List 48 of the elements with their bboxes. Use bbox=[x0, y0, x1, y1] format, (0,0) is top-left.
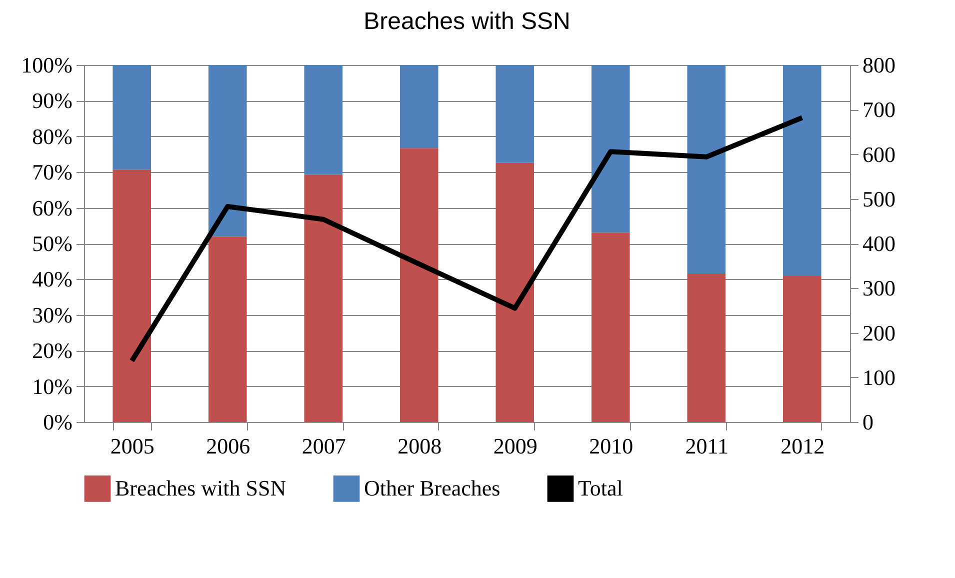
y2-tick-label: 100 bbox=[862, 364, 896, 390]
y-tick-label: 70% bbox=[32, 160, 72, 185]
x-tick-label: 2007 bbox=[302, 434, 346, 458]
bar bbox=[112, 170, 152, 422]
bar bbox=[496, 65, 534, 163]
y-tick-label: 20% bbox=[32, 338, 72, 364]
legend-label: Breaches with SSN bbox=[115, 476, 286, 501]
y-tick-label: 100% bbox=[21, 52, 72, 78]
bar bbox=[304, 174, 343, 422]
bar bbox=[400, 148, 438, 422]
y-tick-label: 0% bbox=[43, 410, 72, 434]
x-tick-label: 2012 bbox=[780, 434, 825, 458]
chart-title: Breaches with SSN bbox=[364, 8, 570, 35]
bar bbox=[112, 65, 152, 170]
y2-tick-label: 400 bbox=[862, 231, 896, 256]
x-tick-label: 2009 bbox=[493, 434, 538, 458]
y2-tick-label: 700 bbox=[862, 97, 896, 122]
legend-label: Total bbox=[578, 476, 623, 501]
y2-tick-label: 0 bbox=[862, 410, 874, 434]
bar bbox=[591, 232, 630, 422]
bar bbox=[208, 236, 247, 422]
x-tick-label: 2005 bbox=[110, 434, 154, 458]
bar bbox=[782, 276, 822, 422]
bar bbox=[591, 65, 630, 232]
bar bbox=[208, 65, 247, 236]
bar bbox=[782, 65, 822, 276]
y2-tick-label: 300 bbox=[862, 276, 896, 301]
y-tick-label: 80% bbox=[32, 124, 72, 149]
bar bbox=[687, 65, 726, 274]
y2-tick-label: 800 bbox=[862, 52, 896, 78]
y2-tick-label: 200 bbox=[862, 320, 896, 346]
bar bbox=[687, 273, 726, 422]
legend-label: Other Breaches bbox=[364, 476, 500, 501]
y-tick-label: 50% bbox=[32, 231, 72, 256]
y-tick-label: 40% bbox=[32, 266, 72, 292]
y-tick-label: 90% bbox=[32, 88, 72, 114]
bar bbox=[400, 65, 438, 148]
y2-tick-label: 600 bbox=[862, 142, 896, 167]
y2-tick-label: 500 bbox=[862, 186, 896, 212]
x-tick-label: 2011 bbox=[685, 434, 728, 458]
x-tick-label: 2008 bbox=[398, 434, 442, 458]
y-tick-label: 10% bbox=[32, 374, 72, 399]
x-tick-label: 2010 bbox=[589, 434, 634, 458]
y-tick-label: 30% bbox=[32, 302, 72, 328]
bar bbox=[304, 65, 343, 175]
y-tick-label: 60% bbox=[32, 195, 72, 220]
bar bbox=[496, 162, 534, 422]
x-tick-label: 2006 bbox=[206, 434, 250, 458]
